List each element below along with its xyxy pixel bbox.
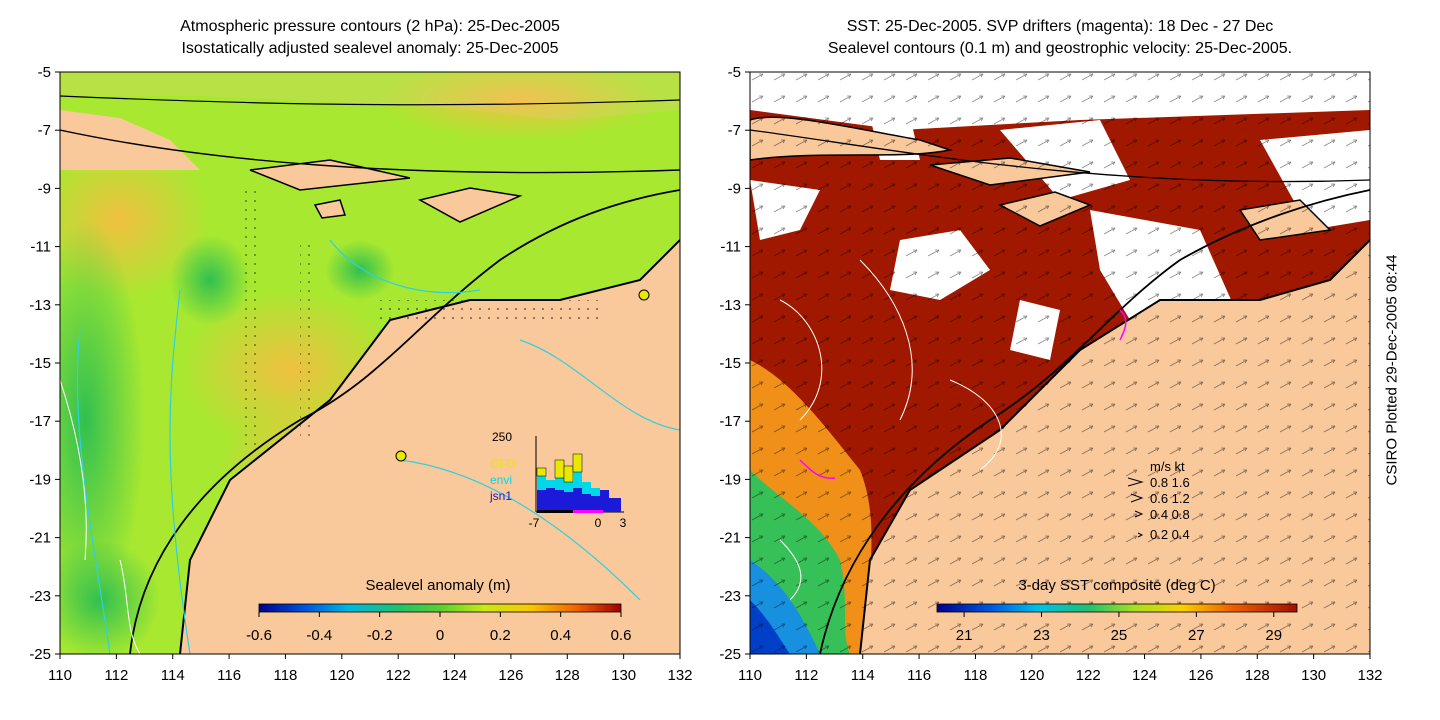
x-tick-label: 110 <box>738 667 762 684</box>
altimeter-inset-histogram: 250 GFO envi jsn1 -7 0 3 <box>489 430 627 530</box>
x-tick-label: 132 <box>667 667 692 684</box>
y-tick-label: -5 <box>38 64 51 81</box>
left-title-line1: Atmospheric pressure contours (2 hPa): 2… <box>180 18 560 35</box>
y-tick-label: -5 <box>728 64 741 81</box>
colorbar-tick-label: 29 <box>1265 627 1282 644</box>
colorbar-tick-label: 0.2 <box>490 627 511 644</box>
x-tick-label: 122 <box>386 667 411 684</box>
x-tick-label: 114 <box>161 667 185 684</box>
x-tick-label: 126 <box>498 667 523 684</box>
y-tick-label: -21 <box>719 530 741 547</box>
y-tick-label: -7 <box>38 122 51 139</box>
y-tick-label: -9 <box>728 180 741 197</box>
x-tick-label: 110 <box>48 667 72 684</box>
sst-colorbar: 3-day SST composite (deg C) 21 23 25 27 29 <box>936 577 1298 644</box>
inset-xtick: -7 <box>529 516 540 530</box>
x-tick-label: 118 <box>273 667 297 684</box>
x-tick-label: 128 <box>555 667 580 684</box>
x-tick-label: 116 <box>217 667 241 684</box>
y-tick-label: -13 <box>29 297 51 314</box>
velocity-legend-row: 0.2 0.4 <box>1150 527 1190 542</box>
colorbar-tick-label: 0.6 <box>611 627 632 644</box>
y-tick-label: -11 <box>30 239 51 256</box>
x-tick-label: 114 <box>851 667 875 684</box>
x-tick-label: 122 <box>1076 667 1101 684</box>
right-title-line2: Sealevel contours (0.1 m) and geostrophi… <box>827 40 1293 57</box>
velocity-legend: m/s kt 0.8 1.6 0.6 1.2 0.4 0.8 0.2 0.4 <box>1127 459 1190 542</box>
x-tick-label: 112 <box>794 667 818 684</box>
x-tick-label: 112 <box>104 667 128 684</box>
x-tick-label: 120 <box>1019 667 1044 684</box>
x-tick-label: 120 <box>329 667 354 684</box>
sealevel-colorbar: Sealevel anomaly (m) -0.6 -0.4 -0.2 0 0.2 0.4… <box>246 577 631 644</box>
y-tick-label: -25 <box>29 646 51 663</box>
inset-legend-jsn1: jsn1 <box>489 489 512 503</box>
y-tick-label: -15 <box>719 355 741 372</box>
inset-xtick: 0 <box>595 516 602 530</box>
x-tick-label: 130 <box>1301 667 1326 684</box>
y-tick-label: -17 <box>719 413 741 430</box>
y-tick-label: -13 <box>719 297 741 314</box>
x-tick-label: 128 <box>1245 667 1270 684</box>
sst-map <box>750 72 1370 654</box>
plot-credit: CSIRO Plotted 29-Dec-2005 08:44 <box>1383 254 1401 486</box>
right-map-axes: -5 -7 -9 -11 -13 -15 -17 -19 -21 -23 -25 110 112 114 1… <box>719 64 1382 684</box>
colorbar-tick-label: -0.4 <box>306 627 332 644</box>
left-map-axes: -5 -7 -9 -11 -13 -15 -17 -19 -21 -23 -25 110 112 114 1… <box>29 64 692 684</box>
x-tick-label: 130 <box>611 667 636 684</box>
velocity-legend-row: 0.6 1.2 <box>1150 491 1190 506</box>
velocity-legend-row: 0.8 1.6 <box>1150 475 1190 490</box>
sealevel-anomaly-map <box>60 72 680 654</box>
x-tick-label: 118 <box>963 667 987 684</box>
y-tick-label: -7 <box>728 122 741 139</box>
x-tick-label: 124 <box>442 667 467 684</box>
inset-xtick: 3 <box>620 516 627 530</box>
x-tick-label: 116 <box>907 667 931 684</box>
left-map-title: Atmospheric pressure contours (2 hPa): 2… <box>60 16 680 60</box>
left-title-line2: Isostatically adjusted sealevel anomaly:… <box>181 40 559 57</box>
x-tick-label: 126 <box>1188 667 1213 684</box>
inset-legend-envi: envi <box>490 473 512 487</box>
y-tick-label: -9 <box>38 180 51 197</box>
y-tick-label: -23 <box>719 588 741 605</box>
right-title-line1: SST: 25-Dec-2005. SVP drifters (magenta)… <box>846 18 1274 35</box>
colorbar-tick-label: 21 <box>956 627 973 644</box>
sealevel-colorbar-label: Sealevel anomaly (m) <box>365 577 510 594</box>
velocity-legend-row: 0.4 0.8 <box>1150 507 1190 522</box>
y-tick-label: -23 <box>29 588 51 605</box>
y-tick-label: -19 <box>29 471 51 488</box>
colorbar-tick-label: -0.2 <box>367 627 393 644</box>
y-tick-label: -15 <box>29 355 51 372</box>
y-tick-label: -25 <box>719 646 741 663</box>
y-tick-label: -17 <box>29 413 51 430</box>
colorbar-tick-label: 0 <box>436 627 444 644</box>
y-tick-label: -21 <box>29 530 51 547</box>
colorbar-tick-label: -0.6 <box>246 627 272 644</box>
x-tick-label: 124 <box>1132 667 1157 684</box>
right-map-title: SST: 25-Dec-2005. SVP drifters (magenta)… <box>750 16 1370 60</box>
colorbar-tick-label: 25 <box>1111 627 1128 644</box>
x-tick-label: 132 <box>1357 667 1382 684</box>
colorbar-tick-label: 23 <box>1033 627 1050 644</box>
colorbar-tick-label: 0.4 <box>550 627 571 644</box>
sst-colorbar-label: 3-day SST composite (deg C) <box>1018 577 1215 594</box>
velocity-legend-header: m/s kt <box>1150 459 1185 474</box>
y-tick-label: -11 <box>720 239 741 256</box>
inset-ymax-label: 250 <box>492 430 512 444</box>
inset-legend-gfo: GFO <box>490 457 516 471</box>
colorbar-tick-label: 27 <box>1188 627 1205 644</box>
y-tick-label: -19 <box>719 471 741 488</box>
